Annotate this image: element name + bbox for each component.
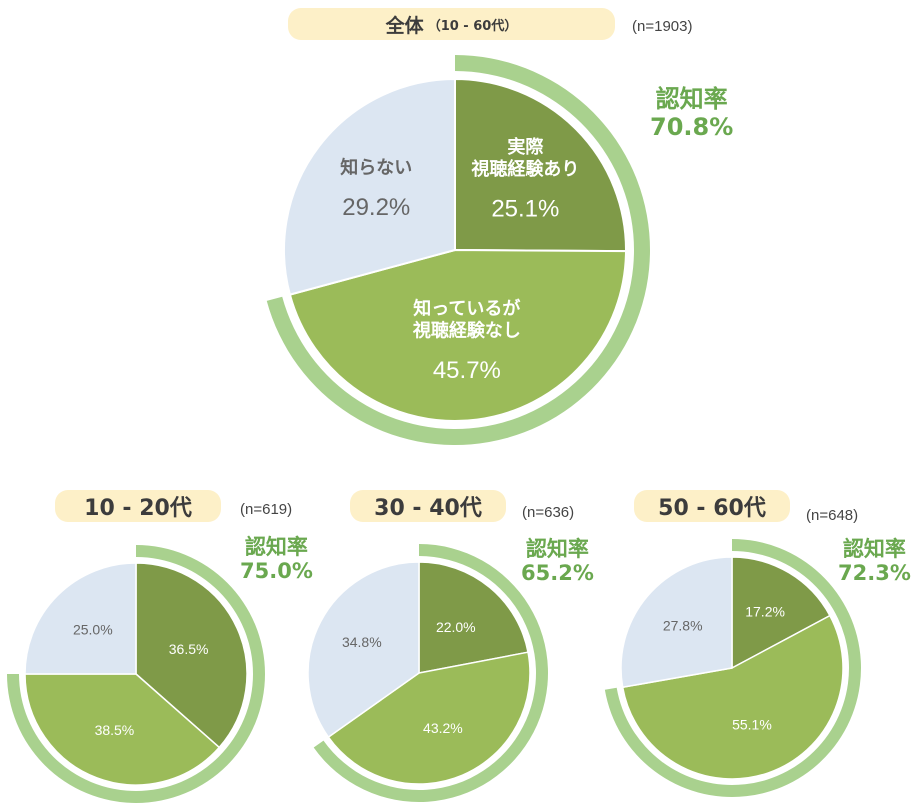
pie-slice-10-20-unknown — [24, 562, 137, 675]
chart-title-overall-main: 全体 — [385, 14, 424, 37]
chart-title-30-40: 30 - 40代 — [350, 490, 506, 522]
slice-value-10-20-watched: 36.5% — [169, 641, 209, 657]
slice-label-overall-known-not-watched: 視聴経験なし — [412, 320, 521, 342]
slice-value-50-60-unknown: 27.8% — [663, 617, 703, 633]
slice-value-overall-known-not-watched: 45.7% — [433, 357, 501, 384]
pie-slice-overall-known-not-watched — [288, 248, 628, 422]
pie-slice-30-40-unknown — [307, 561, 420, 739]
slice-value-30-40-unknown: 34.8% — [342, 634, 382, 650]
chart-title-10-20: 10 - 20代 — [55, 490, 221, 522]
recognition-rate-overall-label: 認知率 — [655, 85, 728, 113]
chart-title-overall-sub: （10 - 60代） — [427, 18, 518, 34]
sample-size-overall: (n=1903) — [632, 18, 693, 35]
chart-title-50-60: 50 - 60代 — [634, 490, 790, 522]
slice-value-overall-watched: 25.1% — [491, 195, 559, 222]
recognition-rate-30-40-label: 認知率 — [525, 537, 589, 561]
pie-slice-overall-watched — [454, 77, 627, 253]
slice-value-10-20-known-not-watched: 38.5% — [95, 722, 135, 738]
recognition-rate-10-20: 認知率 75.0% — [240, 535, 313, 583]
sample-size-30-40: (n=636) — [522, 504, 575, 521]
pie-slice-30-40-watched — [418, 561, 529, 674]
pie-slice-10-20-known-not-watched — [24, 673, 221, 786]
pie-slice-10-20-watched — [135, 562, 248, 749]
slice-value-overall-unknown: 29.2% — [342, 194, 410, 221]
recognition-rate-30-40: 認知率 65.2% — [521, 537, 594, 585]
chart-title-overall: 全体 （10 - 60代） — [288, 8, 615, 40]
slice-label-overall-unknown: 知らない — [340, 157, 412, 179]
pie-slice-30-40-known-not-watched — [327, 651, 531, 785]
recognition-rate-10-20-value: 75.0% — [240, 559, 313, 584]
recognition-rate-50-60-value: 72.3% — [838, 561, 911, 586]
slice-label-overall-watched: 実際 — [507, 136, 544, 158]
recognition-rate-overall-value: 70.8% — [650, 112, 734, 141]
pie-slice-50-60-unknown — [620, 556, 733, 689]
recognition-rate-50-60: 認知率 72.3% — [838, 537, 911, 585]
slice-value-50-60-watched: 17.2% — [745, 603, 785, 619]
slice-label-overall-known-not-watched: 知っているが — [413, 298, 520, 320]
sample-size-10-20: (n=619) — [240, 501, 293, 518]
slice-value-50-60-known-not-watched: 55.1% — [732, 716, 772, 732]
slice-label-overall-watched: 視聴経験あり — [470, 158, 579, 180]
pie-slice-overall-unknown — [283, 77, 456, 296]
sample-size-50-60: (n=648) — [806, 507, 859, 524]
slice-value-30-40-known-not-watched: 43.2% — [423, 720, 463, 736]
recognition-rate-50-60-label: 認知率 — [842, 537, 906, 561]
pie-slice-50-60-known-not-watched — [621, 614, 844, 780]
slice-value-10-20-unknown: 25.0% — [73, 622, 113, 638]
recognition-rate-overall: 認知率 70.8% — [650, 85, 734, 141]
recognition-rate-10-20-label: 認知率 — [244, 535, 308, 559]
pie-slice-50-60-watched — [731, 556, 831, 670]
slice-value-30-40-watched: 22.0% — [436, 619, 476, 635]
recognition-rate-30-40-value: 65.2% — [521, 561, 594, 586]
